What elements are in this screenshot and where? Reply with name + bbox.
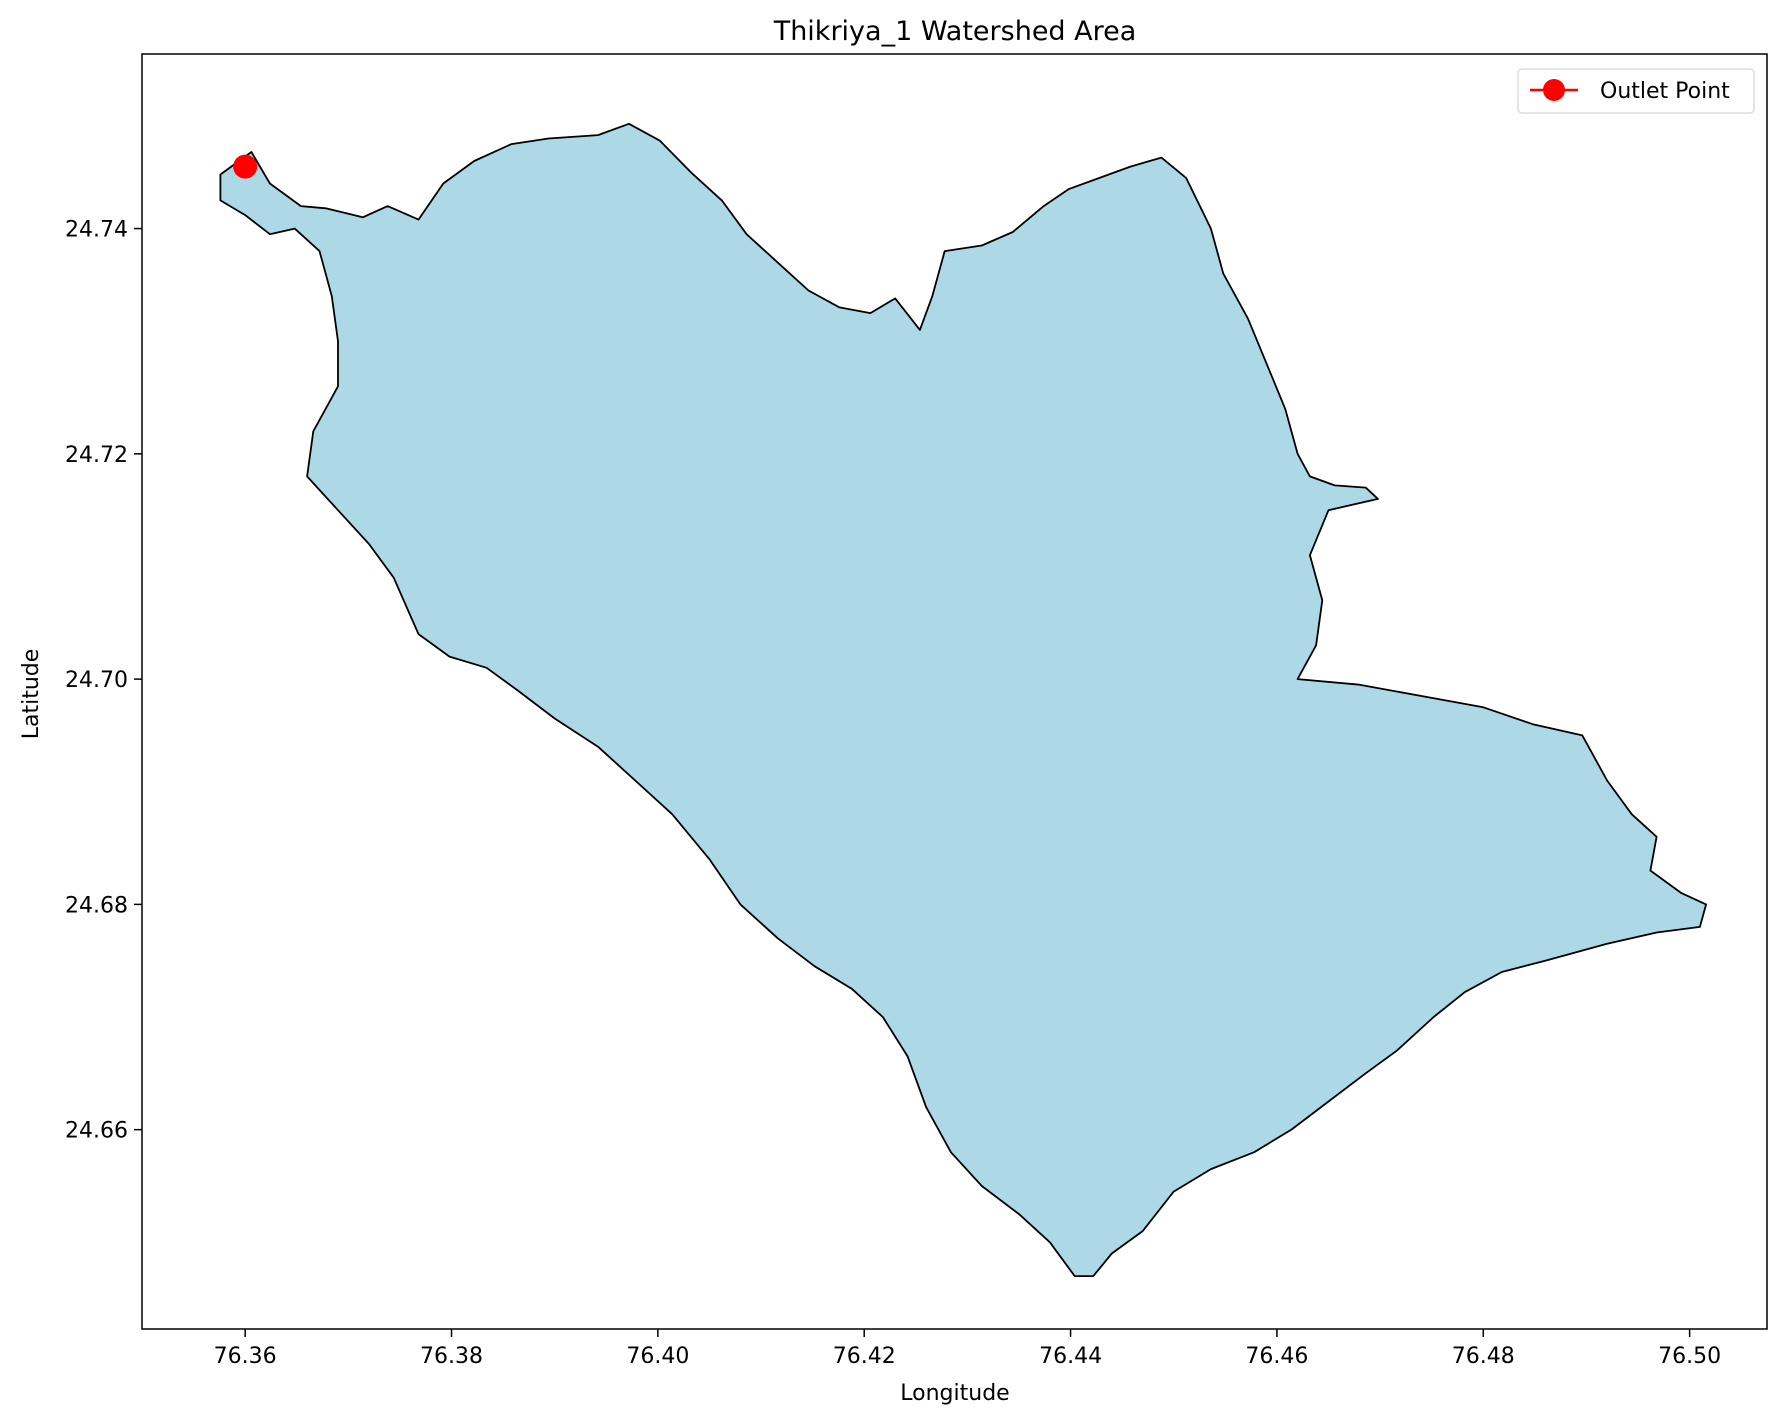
axes-frame [141,53,1768,1330]
x-axis-ticks: 76.36 76.38 76.40 76.42 76.44 76.46 76.48 76.50 [214,1329,1721,1369]
plot-area [219,122,1707,1277]
x-tick-label: 76.50 [1658,1344,1721,1369]
x-tick-label: 76.38 [420,1344,483,1369]
x-tick-label: 76.36 [214,1344,277,1369]
outlet-point-marker [233,154,258,179]
y-tick-label: 24.70 [65,668,128,693]
y-axis-ticks: 24.66 24.68 24.70 24.72 24.74 [65,218,142,1144]
x-tick-label: 76.46 [1245,1344,1308,1369]
y-axis-label: Latitude [19,649,44,740]
legend-box [1517,68,1755,114]
legend-marker-swatch [1543,79,1565,101]
y-tick-label: 24.68 [65,893,128,918]
y-tick-label: 24.74 [65,218,128,243]
outlet-point-series [233,154,258,179]
x-axis-label: Longitude [900,1381,1009,1406]
y-tick-label: 24.72 [65,443,128,468]
x-tick-label: 76.42 [833,1344,896,1369]
x-tick-label: 76.48 [1452,1344,1515,1369]
x-tick-label: 76.40 [626,1344,689,1369]
chart-title: Thikriya_1 Watershed Area [773,16,1137,47]
legend: Outlet Point [1517,68,1755,114]
legend-entry-label: Outlet Point [1600,79,1730,104]
y-tick-label: 24.66 [65,1119,128,1144]
watershed-polygon [219,122,1707,1277]
x-tick-label: 76.44 [1039,1344,1102,1369]
